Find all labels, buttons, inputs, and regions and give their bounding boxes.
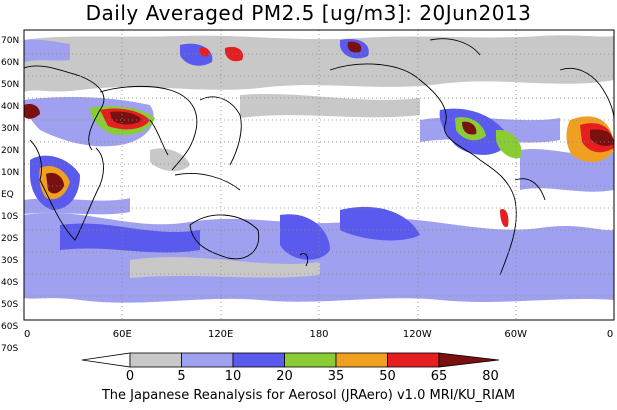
- colorbar-tick-label: 35: [328, 369, 345, 384]
- lat-label: 20N: [1, 146, 19, 156]
- lon-label: 0: [24, 329, 30, 340]
- colorbar-segment: [232, 352, 285, 368]
- lat-label: 30N: [1, 124, 19, 134]
- colorbar-segment: [284, 352, 337, 368]
- lat-label: 30S: [1, 256, 18, 266]
- lon-label: 180: [309, 329, 328, 340]
- lon-label: 120W: [403, 329, 432, 340]
- lat-label: 70S: [1, 344, 18, 354]
- lon-label: 0: [607, 329, 613, 340]
- map-border: [23, 29, 615, 321]
- colorbar-tick-label: 50: [379, 369, 396, 384]
- lat-label: 10S: [1, 212, 18, 222]
- footer-credit: The Japanese Reanalysis for Aerosol (JRA…: [101, 388, 516, 403]
- longitude-labels: 0 60E 120E 180 120W 60W 0: [24, 329, 613, 340]
- colorbar-segment: [387, 352, 440, 368]
- pm25-field: [24, 30, 614, 320]
- lat-label: 20S: [1, 234, 18, 244]
- colorbar-segment: [335, 352, 388, 368]
- colorbar-segment: [181, 352, 234, 368]
- colorbar-segment: [438, 352, 500, 368]
- lon-label: 60W: [504, 329, 527, 340]
- lat-label: 50S: [1, 300, 18, 310]
- colorbar-tick-label: 20: [276, 369, 293, 384]
- lat-label: 60N: [1, 58, 19, 68]
- lat-label: EQ: [1, 190, 14, 200]
- colorbar-tick-label: 10: [225, 369, 242, 384]
- colorbar-tick-label: 5: [177, 369, 185, 384]
- colorbar: [81, 352, 500, 368]
- lat-label: 40S: [1, 278, 18, 288]
- lat-label: 50N: [1, 80, 19, 90]
- latitude-labels: 70N 60N 50N 40N 30N 20N 10N EQ 10S 20S 30S 40S 50S 60…: [1, 36, 19, 354]
- lat-label: 60S: [1, 322, 18, 332]
- map-title: Daily Averaged PM2.5 [ug/m3]: 20Jun2013: [85, 1, 532, 25]
- colorbar-tick-label: 80: [482, 369, 499, 384]
- colorbar-segment: [129, 352, 182, 368]
- lon-label: 120E: [208, 329, 233, 340]
- lat-label: 70N: [1, 36, 19, 46]
- colorbar-tick-label: 0: [126, 369, 134, 384]
- colorbar-tick-labels: 0 5 10 20 35 50 65 80: [126, 369, 499, 384]
- colorbar-segment: [81, 352, 131, 368]
- colorbar-tick-label: 65: [431, 369, 448, 384]
- lon-label: 60E: [113, 329, 132, 340]
- lat-label: 40N: [1, 102, 19, 112]
- lat-label: 10N: [1, 168, 19, 178]
